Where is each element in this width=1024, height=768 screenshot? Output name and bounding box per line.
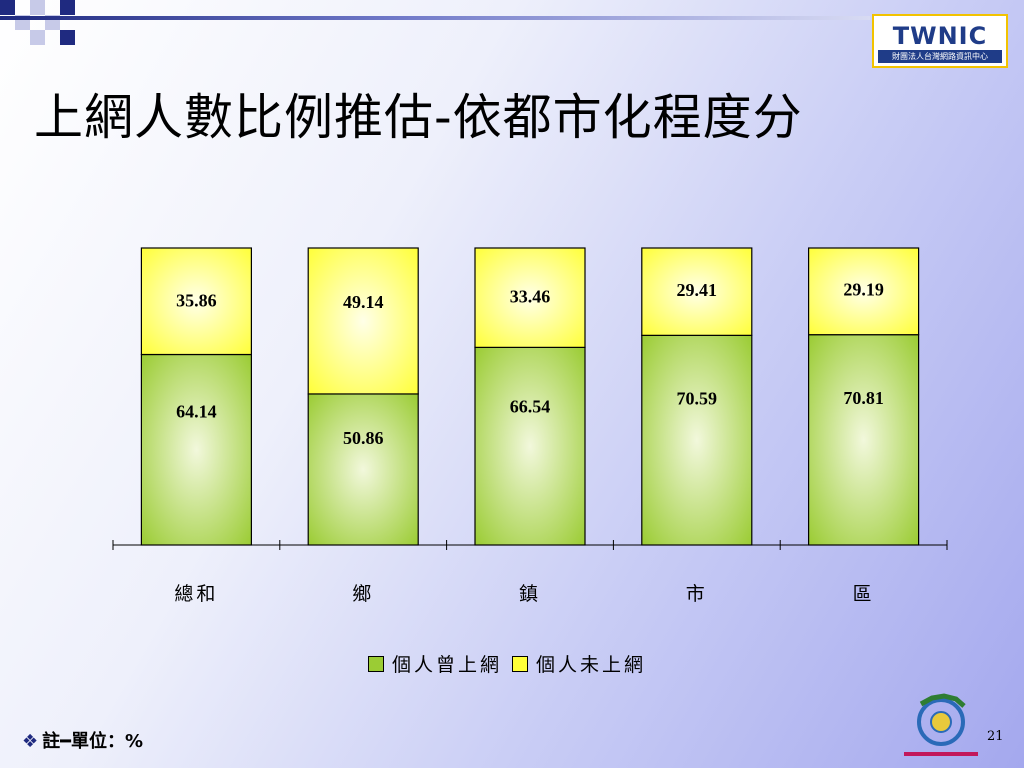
data-label: 50.86 — [343, 428, 384, 448]
note-bullet-icon: ❖ — [22, 731, 39, 752]
data-label: 70.59 — [677, 389, 718, 409]
fju-seal-logo — [904, 693, 978, 756]
logo-text: TWNIC — [892, 22, 988, 50]
bar-segment-not-used — [807, 247, 920, 336]
bar-segment-used — [807, 334, 920, 546]
bar-segment-used — [140, 353, 252, 546]
x-tick-label: 鄉 — [352, 583, 374, 605]
bar-segment-not-used — [140, 247, 252, 356]
bar-segment-used — [307, 393, 419, 546]
bar-segment-not-used — [641, 247, 753, 336]
page-title: 上網人數比例推估-依都市化程度分 — [34, 89, 803, 146]
bar-segment-used — [474, 346, 586, 546]
x-tick-label: 市 — [686, 583, 708, 605]
chart-legend: 個人曾上網 個人未上網 — [368, 650, 656, 677]
data-label: 29.19 — [843, 280, 884, 300]
x-tick-label: 區 — [853, 583, 875, 605]
data-label: 70.81 — [843, 388, 884, 408]
x-tick-label: 鎮 — [519, 583, 541, 605]
legend-swatch-not-used — [512, 655, 529, 672]
x-tick-label: 總和 — [174, 583, 218, 605]
bar-segment-not-used — [307, 247, 419, 395]
data-label: 35.86 — [176, 291, 217, 311]
legend-label-not-used: 個人未上網 — [536, 654, 647, 676]
bar-segment-not-used — [474, 247, 586, 348]
data-label: 66.54 — [510, 397, 551, 417]
page-number: 21 — [987, 729, 1004, 744]
legend-label-used: 個人曾上網 — [392, 654, 503, 676]
unit-note-text: 註━單位：% — [42, 731, 144, 752]
twnic-logo: TWNIC 財團法人台灣網路資訊中心 — [872, 14, 1008, 68]
legend-swatch-used — [368, 655, 384, 672]
data-label: 33.46 — [510, 287, 551, 307]
bar-segment-used — [641, 334, 753, 546]
logo-subtitle: 財團法人台灣網路資訊中心 — [878, 50, 1002, 63]
data-label: 49.14 — [343, 292, 384, 312]
unit-note: ❖ 註━單位：% — [22, 727, 143, 753]
decorative-header-line — [0, 16, 870, 20]
data-label: 64.14 — [176, 401, 217, 421]
data-label: 29.41 — [677, 280, 718, 300]
